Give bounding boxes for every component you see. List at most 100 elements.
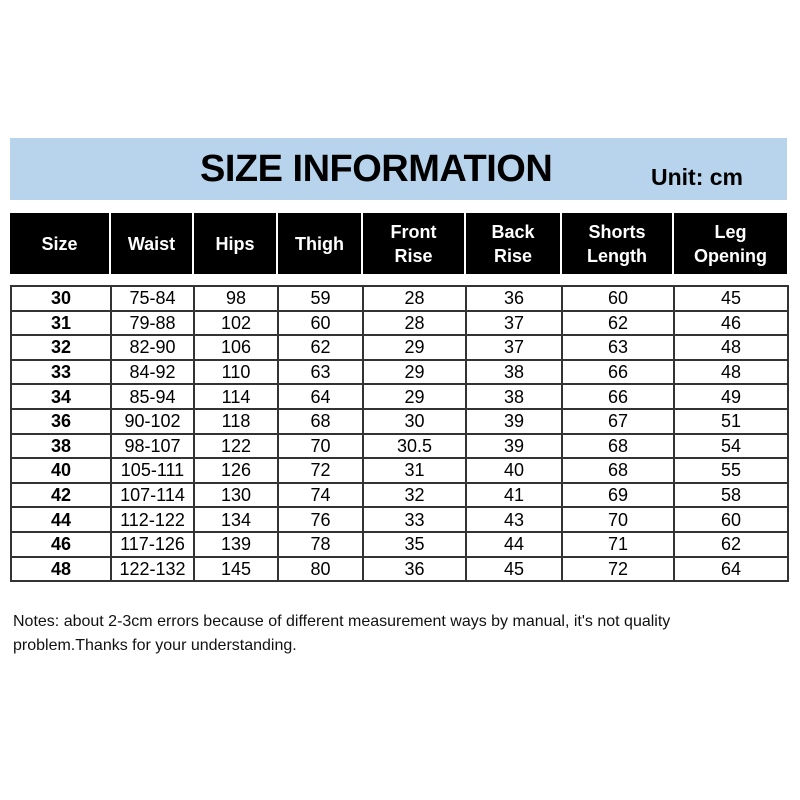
measurement-cell: 130 bbox=[193, 481, 279, 509]
column-header: Hips bbox=[192, 213, 277, 274]
measurement-cell: 30.5 bbox=[362, 432, 467, 460]
measurement-cell: 110 bbox=[193, 358, 279, 386]
measurement-cell: 31 bbox=[362, 457, 467, 484]
measurement-cell: 39 bbox=[465, 407, 563, 435]
measurement-cell: 62 bbox=[673, 530, 789, 558]
table-row: 32 82-90 106 62 29 37 63 48 bbox=[10, 334, 789, 361]
measurement-cell: 139 bbox=[193, 530, 279, 558]
measurement-cell: 68 bbox=[561, 457, 675, 484]
measurement-cell: 28 bbox=[362, 285, 467, 312]
measurement-cell: 60 bbox=[561, 285, 675, 312]
measurement-cell: 67 bbox=[561, 407, 675, 435]
column-header: Leg Opening bbox=[672, 213, 787, 274]
column-header-text: Back bbox=[491, 221, 535, 242]
measurement-cell: 49 bbox=[673, 383, 789, 410]
notes-text: Notes: about 2-3cm errors because of dif… bbox=[13, 613, 671, 654]
measurement-cell: 80 bbox=[277, 555, 364, 583]
table-row: 33 84-92 110 63 29 38 66 48 bbox=[10, 358, 789, 386]
measurement-cell: 46 bbox=[673, 309, 789, 337]
size-cell: 36 bbox=[10, 407, 112, 435]
measurement-cell: 30 bbox=[362, 407, 467, 435]
measurement-cell: 63 bbox=[277, 358, 364, 386]
measurement-cell: 37 bbox=[465, 309, 563, 337]
measurement-cell: 118 bbox=[193, 407, 279, 435]
measurement-cell: 58 bbox=[673, 481, 789, 509]
size-cell: 31 bbox=[10, 309, 112, 337]
measurement-cell: 63 bbox=[561, 334, 675, 361]
measurement-cell: 41 bbox=[465, 481, 563, 509]
measurement-cell: 64 bbox=[673, 555, 789, 583]
measurement-cell: 62 bbox=[561, 309, 675, 337]
measurement-cell: 72 bbox=[277, 457, 364, 484]
measurement-cell: 68 bbox=[277, 407, 364, 435]
measurement-cell: 55 bbox=[673, 457, 789, 484]
measurement-cell: 62 bbox=[277, 334, 364, 361]
table-row: 34 85-94 114 64 29 38 66 49 bbox=[10, 383, 789, 410]
column-header: Size bbox=[10, 213, 110, 274]
measurement-cell: 98 bbox=[193, 285, 279, 312]
size-cell: 30 bbox=[10, 285, 112, 312]
measurement-cell: 33 bbox=[362, 506, 467, 533]
measurement-cell: 66 bbox=[561, 358, 675, 386]
size-table-header: Size Waist Hips Thigh Front Rise Back Rise Short… bbox=[10, 213, 787, 274]
measurement-cell: 126 bbox=[193, 457, 279, 484]
measurement-cell: 29 bbox=[362, 383, 467, 410]
measurement-cell: 59 bbox=[277, 285, 364, 312]
column-header-text: Size bbox=[41, 233, 78, 254]
column-header: Back Rise bbox=[464, 213, 561, 274]
measurement-cell: 134 bbox=[193, 506, 279, 533]
measurement-cell: 74 bbox=[277, 481, 364, 509]
measurement-cell: 60 bbox=[277, 309, 364, 337]
measurement-cell: 40 bbox=[465, 457, 563, 484]
column-header-text: Thigh bbox=[295, 233, 344, 254]
measurement-cell: 78 bbox=[277, 530, 364, 558]
measurement-cell: 29 bbox=[362, 334, 467, 361]
table-row: 31 79-88 102 60 28 37 62 46 bbox=[10, 309, 789, 337]
measurement-cell: 70 bbox=[277, 432, 364, 460]
column-header-text: Hips bbox=[215, 233, 255, 254]
measurement-cell: 68 bbox=[561, 432, 675, 460]
measurement-cell: 69 bbox=[561, 481, 675, 509]
size-cell: 38 bbox=[10, 432, 112, 460]
measurement-cell: 107-114 bbox=[110, 481, 195, 509]
measurement-cell: 29 bbox=[362, 358, 467, 386]
measurement-cell: 39 bbox=[465, 432, 563, 460]
measurement-cell: 122 bbox=[193, 432, 279, 460]
measurement-cell: 51 bbox=[673, 407, 789, 435]
measurement-cell: 28 bbox=[362, 309, 467, 337]
measurement-cell: 105-111 bbox=[110, 457, 195, 484]
measurement-cell: 38 bbox=[465, 383, 563, 410]
measurement-cell: 76 bbox=[277, 506, 364, 533]
table-row: 42 107-114 130 74 32 41 69 58 bbox=[10, 481, 789, 509]
measurement-cell: 122-132 bbox=[110, 555, 195, 583]
table-row: 30 75-84 98 59 28 36 60 45 bbox=[10, 285, 789, 312]
measurement-cell: 90-102 bbox=[110, 407, 195, 435]
measurement-cell: 35 bbox=[362, 530, 467, 558]
size-cell: 42 bbox=[10, 481, 112, 509]
measurement-cell: 84-92 bbox=[110, 358, 195, 386]
size-cell: 46 bbox=[10, 530, 112, 558]
size-cell: 44 bbox=[10, 506, 112, 533]
table-row: 46 117-126 139 78 35 44 71 62 bbox=[10, 530, 789, 558]
measurement-cell: 45 bbox=[465, 555, 563, 583]
table-row: 44 112-122 134 76 33 43 70 60 bbox=[10, 506, 789, 533]
measurement-cell: 114 bbox=[193, 383, 279, 410]
measurement-cell: 45 bbox=[673, 285, 789, 312]
measurement-cell: 70 bbox=[561, 506, 675, 533]
table-row: 36 90-102 118 68 30 39 67 51 bbox=[10, 407, 789, 435]
table-row: 40 105-111 126 72 31 40 68 55 bbox=[10, 457, 789, 484]
size-table: 30 75-84 98 59 28 36 60 45 31 79-88 102 60 28 37 62 46 3… bbox=[10, 285, 789, 583]
measurement-cell: 79-88 bbox=[110, 309, 195, 337]
measurement-cell: 75-84 bbox=[110, 285, 195, 312]
measurement-cell: 37 bbox=[465, 334, 563, 361]
measurement-cell: 44 bbox=[465, 530, 563, 558]
measurement-cell: 145 bbox=[193, 555, 279, 583]
size-cell: 34 bbox=[10, 383, 112, 410]
measurement-cell: 72 bbox=[561, 555, 675, 583]
column-header-text: Length bbox=[587, 245, 647, 266]
measurement-cell: 102 bbox=[193, 309, 279, 337]
column-header-text: Rise bbox=[493, 245, 533, 266]
size-cell: 33 bbox=[10, 358, 112, 386]
measurement-cell: 106 bbox=[193, 334, 279, 361]
measurement-cell: 32 bbox=[362, 481, 467, 509]
